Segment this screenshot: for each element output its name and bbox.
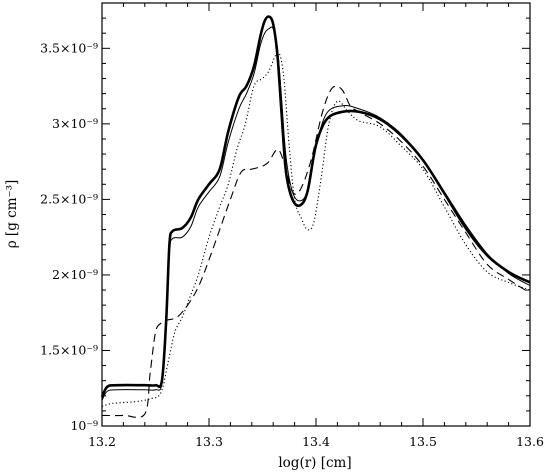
x-axis-ticks: 13.2 13.3 13.4 13.5 13.6 (88, 3, 544, 449)
x-tick-label: 13.4 (302, 434, 330, 449)
x-tick-label: 13.2 (88, 434, 116, 449)
y-tick-label: 2×10⁻⁹ (52, 267, 98, 282)
series-line-dotted (101, 51, 531, 407)
series-line-thick-solid (100, 15, 531, 398)
series-line-dashed (101, 85, 531, 418)
y-tick-label: 3.5×10⁻⁹ (40, 40, 98, 55)
x-axis-label: log(r) [cm] (278, 455, 351, 471)
density-curves (100, 15, 531, 418)
x-tick-label: 13.6 (516, 434, 544, 449)
x-tick-label: 13.3 (195, 434, 223, 449)
y-axis-label: ρ [g cm⁻³] (4, 180, 20, 249)
x-tick-label: 13.5 (409, 434, 437, 449)
plot-frame (101, 2, 531, 427)
series-line-thin-solid (101, 26, 531, 401)
y-tick-label: 1.5×10⁻⁹ (40, 342, 98, 357)
y-tick-label: 2.5×10⁻⁹ (40, 191, 98, 206)
y-tick-label: 3×10⁻⁹ (52, 116, 98, 131)
y-tick-label: 10⁻⁹ (70, 418, 98, 433)
y-axis-ticks: 10⁻⁹ 1.5×10⁻⁹ 2×10⁻⁹ 2.5×10⁻⁹ 3×10⁻⁹ 3.5×10⁻⁹ (40, 2, 530, 433)
